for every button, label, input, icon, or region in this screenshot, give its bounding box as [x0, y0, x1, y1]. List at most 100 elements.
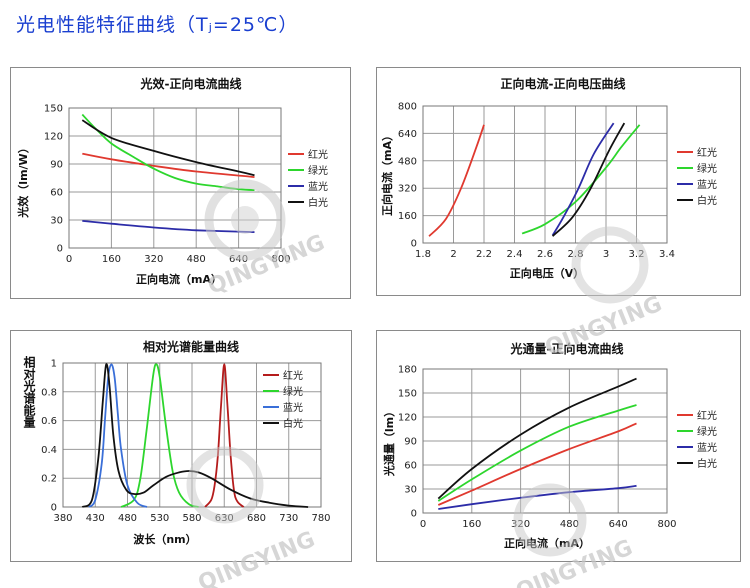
- efficacy-chart: 0 160 320 480 640 800 0 30 60 90 120 150 光效-正向电流曲线正向…: [16, 76, 328, 286]
- x-tick-label: 430: [86, 513, 105, 524]
- flux-chart: 0 160 320 480 640 800 0 30 60 90 120 150 180 光通量-正向电流…: [382, 341, 717, 550]
- y-tick-label: 30: [404, 485, 417, 496]
- x-tick-label: 1.8: [415, 249, 431, 260]
- y-tick-label: 0: [57, 244, 63, 255]
- series-line-3: [551, 122, 626, 237]
- x-tick-label: 640: [229, 254, 248, 265]
- x-tick-label: 3.4: [659, 249, 675, 260]
- y-tick-label: 0: [411, 509, 417, 520]
- x-tick-label: 480: [187, 254, 206, 265]
- y-tick-label: 150: [44, 104, 63, 115]
- legend-label-0: 红光: [697, 409, 717, 422]
- series-line-1: [81, 113, 255, 191]
- y-tick-label: 0.6: [41, 416, 57, 427]
- efficacy-chart-panel: 0 160 320 480 640 800 0 30 60 90 120 150 光效-正向电流曲线 正向…: [10, 67, 351, 299]
- x-tick-label: 320: [144, 254, 163, 265]
- chart-title: 正向电流-正向电压曲线: [501, 76, 626, 91]
- y-tick-label: 0.2: [41, 474, 57, 485]
- y-tick-label: 90: [50, 160, 63, 171]
- y-axis-label: 正向电流（mA）: [380, 130, 394, 216]
- y-tick-label: 120: [398, 413, 417, 424]
- x-tick-label: 320: [511, 519, 530, 530]
- x-tick-label: 3.2: [629, 249, 645, 260]
- series-line-1: [120, 363, 199, 508]
- y-axis-label: 光效（lm/W）: [16, 142, 30, 218]
- y-tick-label: 150: [398, 389, 417, 400]
- legend-label-2: 蓝光: [697, 441, 717, 454]
- x-tick-label: 800: [271, 254, 290, 265]
- legend-label-3: 白光: [283, 417, 303, 430]
- x-tick-label: 780: [311, 513, 330, 524]
- x-tick-label: 160: [462, 519, 481, 530]
- series-line-0: [428, 124, 485, 237]
- legend-label-1: 绿光: [283, 385, 303, 398]
- y-tick-label: 1: [51, 359, 57, 370]
- series-line-2: [82, 220, 255, 233]
- x-axis-label: 正向电流（mA）: [136, 272, 222, 286]
- series-line-2: [551, 122, 615, 236]
- plot-area: [422, 105, 668, 244]
- legend-label-0: 红光: [308, 148, 328, 161]
- x-axis-label: 正向电流（mA）: [504, 536, 590, 550]
- x-tick-label: 480: [118, 513, 137, 524]
- x-tick-label: 730: [279, 513, 298, 524]
- x-tick-label: 2.2: [476, 249, 492, 260]
- x-tick-label: 800: [657, 519, 676, 530]
- spectrum-chart-panel: 380 430 480 530 580 630 680 730 780 0 0.2 0.4 0.6 0.8…: [10, 330, 352, 562]
- x-tick-label: 2.6: [537, 249, 553, 260]
- legend-label-0: 红光: [283, 369, 303, 382]
- y-tick-label: 160: [398, 211, 417, 222]
- legend-label-2: 蓝光: [308, 180, 328, 193]
- series-line-1: [521, 124, 641, 235]
- x-tick-label: 3: [603, 249, 609, 260]
- y-axis-label: 光通量（lm）: [382, 406, 396, 477]
- legend-label-2: 蓝光: [283, 401, 303, 414]
- y-tick-label: 320: [398, 184, 417, 195]
- series-line-2: [88, 363, 148, 508]
- legend-label-1: 绿光: [308, 164, 328, 177]
- x-tick-label: 530: [150, 513, 169, 524]
- legend-label-2: 蓝光: [697, 178, 717, 191]
- x-axis-label: 正向电压（V）: [510, 266, 585, 280]
- legend-label-0: 红光: [697, 146, 717, 159]
- chart-title: 相对光谱能量曲线: [143, 339, 239, 354]
- x-tick-label: 0: [66, 254, 72, 265]
- y-tick-label: 0.8: [41, 387, 57, 398]
- x-tick-label: 580: [182, 513, 201, 524]
- x-tick-label: 2: [450, 249, 456, 260]
- y-tick-label: 60: [404, 461, 417, 472]
- y-tick-label: 30: [50, 216, 63, 227]
- plot-area: [68, 107, 282, 249]
- x-tick-label: 630: [215, 513, 234, 524]
- y-tick-label: 60: [50, 188, 63, 199]
- x-tick-label: 680: [247, 513, 266, 524]
- x-tick-label: 0: [420, 519, 426, 530]
- y-tick-label: 0: [411, 239, 417, 250]
- x-tick-label: 2.4: [507, 249, 523, 260]
- y-tick-label: 0.4: [41, 445, 57, 456]
- y-tick-label: 800: [398, 102, 417, 113]
- x-tick-label: 380: [53, 513, 72, 524]
- y-tick-label: 480: [398, 156, 417, 167]
- y-tick-label: 120: [44, 132, 63, 143]
- y-tick-label: 90: [404, 437, 417, 448]
- flux-chart-panel: 0 160 320 480 640 800 0 30 60 90 120 150 180 光通量-正向电流…: [376, 330, 741, 562]
- legend-label-1: 绿光: [697, 162, 717, 175]
- y-axis-label: 相对光谱能量: [22, 355, 36, 428]
- y-tick-label: 640: [398, 129, 417, 140]
- y-tick-label: 180: [398, 365, 417, 376]
- page-title: 光电性能特征曲线（Tⱼ=25℃）: [16, 14, 299, 36]
- legend-label-3: 白光: [308, 196, 328, 209]
- series-line-0: [82, 152, 255, 178]
- series-line-3: [437, 377, 637, 500]
- x-tick-label: 2.8: [568, 249, 584, 260]
- series-line-0: [437, 422, 637, 506]
- x-axis-label: 波长（nm）: [133, 532, 196, 546]
- x-tick-label: 640: [609, 519, 628, 530]
- series-line-1: [437, 404, 637, 502]
- iv-chart-panel: 1.8 2 2.2 2.4 2.6 2.8 3 3.2 3.4 0 160 320 480 640 800 正…: [376, 67, 741, 296]
- chart-title: 光通量-正向电流曲线: [510, 341, 624, 356]
- chart-title: 光效-正向电流曲线: [140, 76, 242, 91]
- series-line-3: [81, 119, 255, 177]
- legend-label-3: 白光: [697, 194, 717, 207]
